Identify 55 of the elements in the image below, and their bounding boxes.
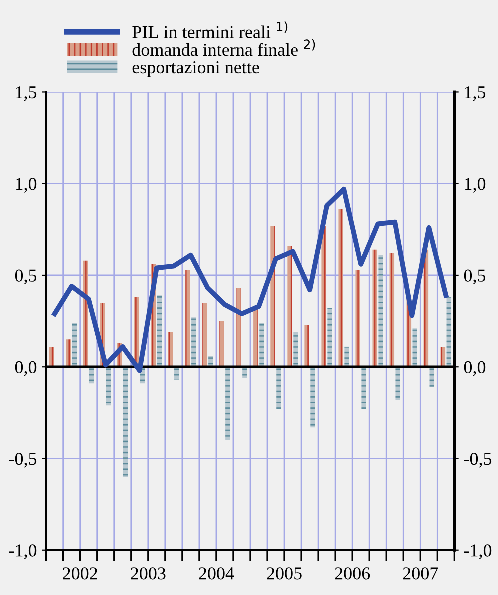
bar xyxy=(106,367,112,406)
y-tick-label: -1,0 xyxy=(9,544,37,560)
bar xyxy=(446,297,452,368)
legend-label: domanda interna finale $^{2)}$ xyxy=(132,39,316,56)
x-tick-label: 2002 xyxy=(63,568,98,580)
bar xyxy=(220,321,224,368)
y-tick-label: 0,0 xyxy=(15,361,37,376)
bar xyxy=(270,226,276,368)
y-tick-label: 0,5 xyxy=(15,270,37,285)
bar xyxy=(362,367,366,410)
y-tick-label: 1,0 xyxy=(16,178,37,193)
y2-tick-label: 0,5 xyxy=(464,270,486,285)
bar xyxy=(72,323,78,368)
x-tick-label: 2006 xyxy=(335,568,370,580)
y-tick-label: 1,5 xyxy=(16,86,37,102)
legend-label: esportazioni nette xyxy=(132,61,260,78)
bar xyxy=(276,367,282,410)
legend-label: PIL in termini reali $^{1)}$ xyxy=(132,22,288,38)
bar xyxy=(390,253,395,368)
bar xyxy=(186,270,190,368)
bar xyxy=(412,328,418,368)
bar xyxy=(344,346,350,368)
bar xyxy=(304,324,310,368)
bar xyxy=(236,288,242,368)
bar xyxy=(430,367,435,388)
bar xyxy=(168,332,174,368)
line-series xyxy=(52,186,449,374)
x-tick-label: 2003 xyxy=(131,568,166,580)
bar xyxy=(260,323,264,368)
x-tick-label: 2004 xyxy=(199,568,234,580)
bar xyxy=(158,296,162,368)
y-tick-label: -0,5 xyxy=(9,453,37,468)
bar xyxy=(338,210,344,368)
bar xyxy=(356,270,360,368)
bar xyxy=(254,308,258,368)
bar xyxy=(288,246,292,368)
y2-tick-label: -1,0 xyxy=(464,544,492,560)
bar xyxy=(192,318,196,368)
bar xyxy=(372,250,378,368)
bar xyxy=(396,367,400,400)
y2-tick-label: 0,0 xyxy=(464,361,486,376)
bar xyxy=(322,226,326,368)
y2-tick-label: 1,5 xyxy=(465,86,486,102)
bar xyxy=(202,302,208,368)
bar xyxy=(328,308,332,368)
bar xyxy=(226,367,230,440)
y2-tick-label: -0,5 xyxy=(464,453,492,468)
x-tick-label: 2005 xyxy=(267,568,302,580)
bar xyxy=(378,255,384,368)
bar xyxy=(123,367,128,478)
bar xyxy=(310,367,316,428)
bar xyxy=(294,332,298,368)
y2-tick-label: 1,0 xyxy=(465,178,486,193)
bar xyxy=(83,260,88,368)
x-tick-label: 2007 xyxy=(403,568,438,580)
